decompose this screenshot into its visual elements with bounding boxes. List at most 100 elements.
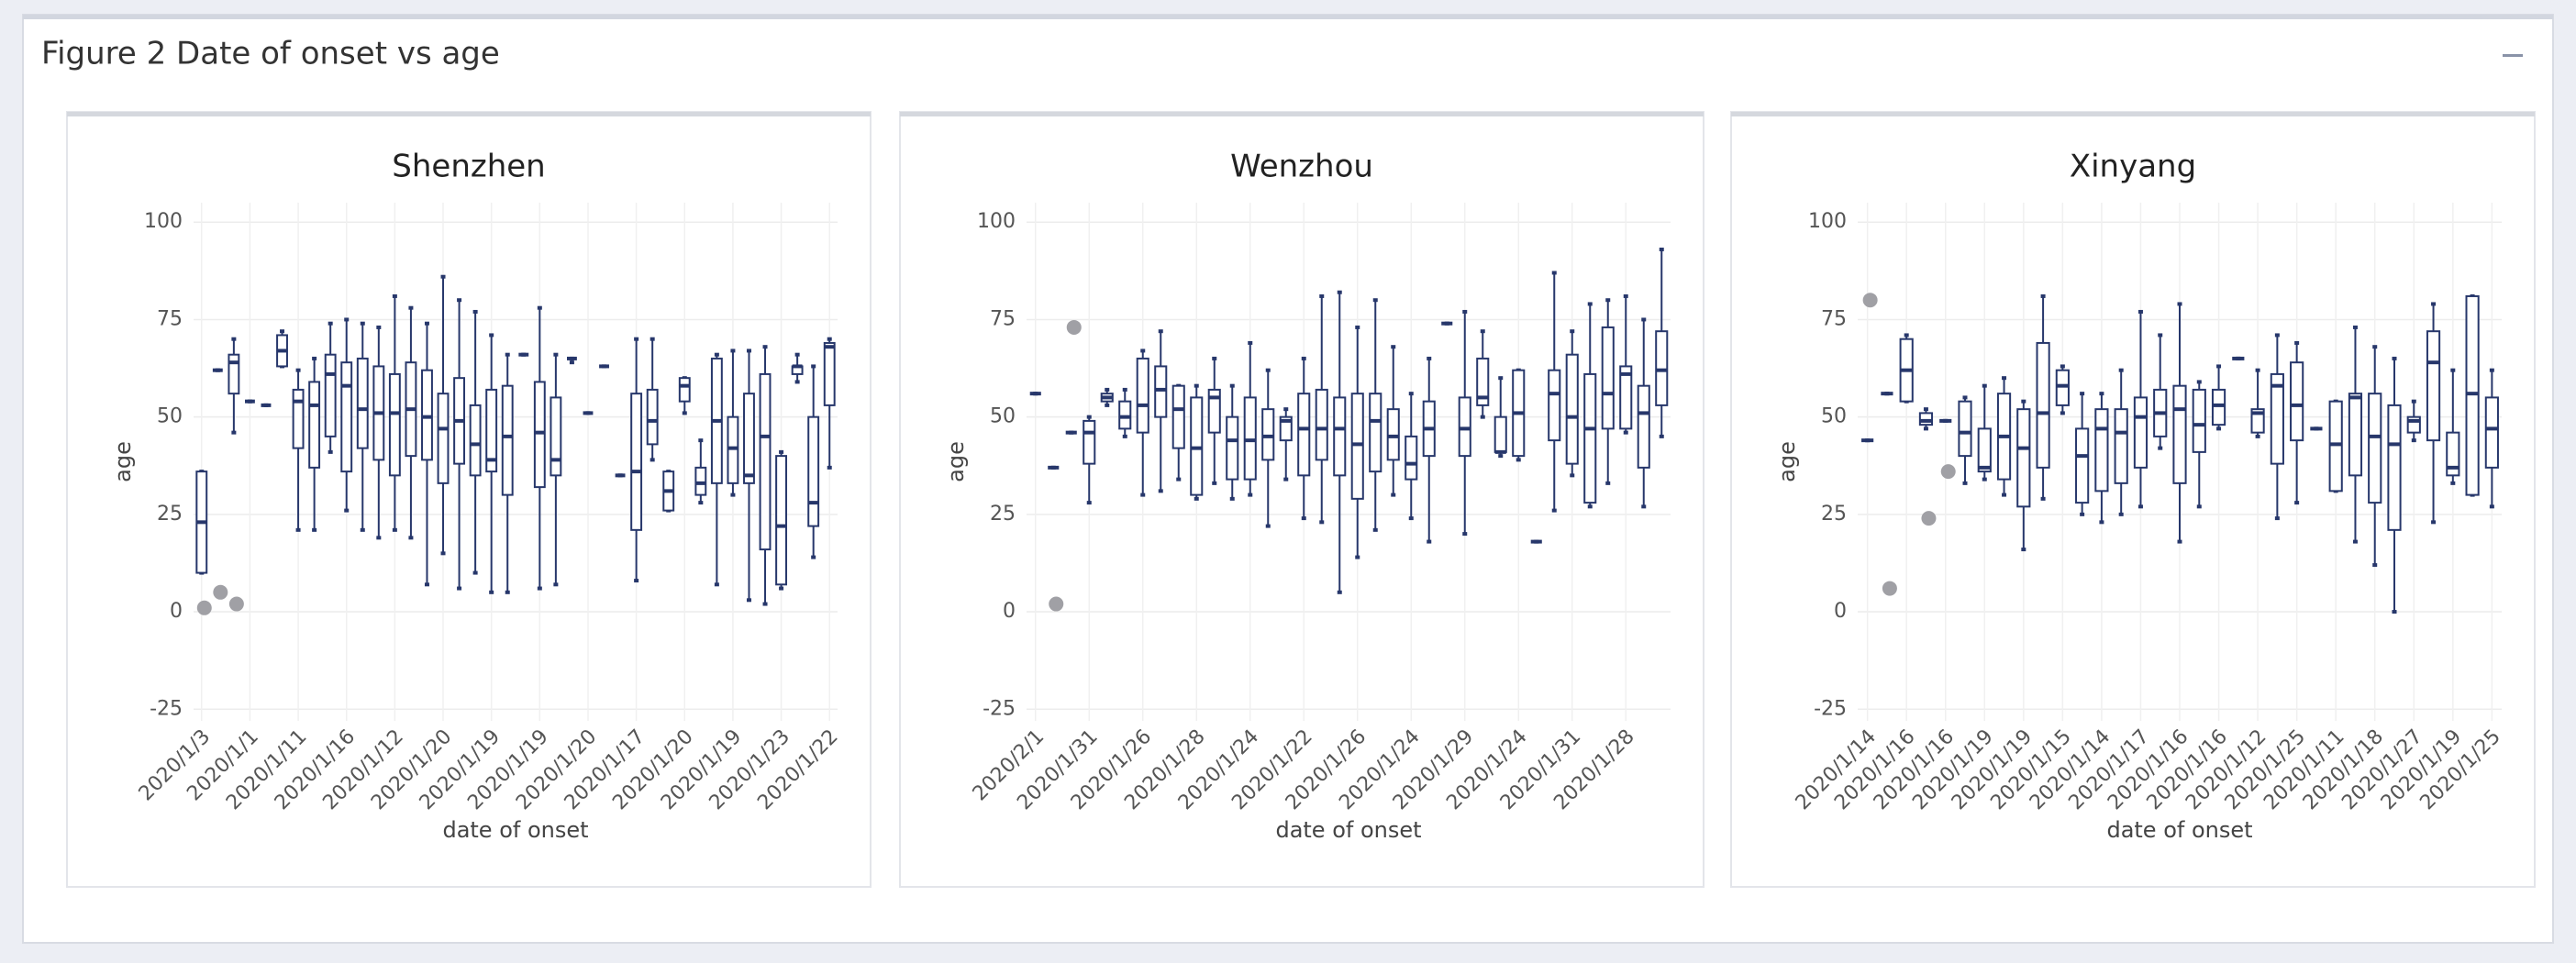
y-tick-label: 50 bbox=[990, 405, 1016, 428]
box bbox=[1154, 365, 1168, 418]
box bbox=[2114, 408, 2128, 484]
box bbox=[2211, 388, 2226, 426]
box bbox=[1207, 388, 1221, 434]
box bbox=[1548, 369, 1561, 442]
card-top-border bbox=[23, 15, 2553, 19]
box bbox=[2328, 400, 2343, 493]
panel-title: Wenzhou bbox=[1230, 149, 1373, 185]
y-tick-label: 25 bbox=[990, 503, 1016, 526]
box bbox=[2290, 361, 2304, 442]
y-tick-label: 100 bbox=[977, 210, 1016, 233]
box bbox=[694, 466, 707, 496]
box bbox=[1493, 415, 1507, 453]
box bbox=[1261, 408, 1275, 461]
box bbox=[2270, 372, 2284, 465]
box bbox=[1118, 400, 1132, 430]
box bbox=[1190, 396, 1204, 496]
y-tick-label: 100 bbox=[1808, 210, 1847, 233]
box bbox=[2075, 427, 2090, 504]
box bbox=[1083, 419, 1096, 465]
box bbox=[2446, 431, 2460, 477]
outlier bbox=[1940, 464, 1956, 480]
box bbox=[775, 455, 788, 586]
box bbox=[1565, 353, 1579, 465]
box bbox=[1918, 412, 1934, 426]
outlier bbox=[196, 600, 212, 615]
box bbox=[1655, 330, 1669, 406]
box bbox=[1243, 396, 1257, 481]
box bbox=[2172, 384, 2187, 484]
panel-title: Shenzhen bbox=[392, 149, 545, 185]
box bbox=[2055, 369, 2070, 406]
y-tick-label: 50 bbox=[1821, 405, 1847, 428]
box bbox=[2387, 404, 2402, 531]
box bbox=[2368, 393, 2382, 504]
box bbox=[2465, 294, 2480, 496]
box bbox=[2192, 388, 2206, 453]
box bbox=[1977, 427, 1992, 473]
box bbox=[807, 415, 820, 527]
box bbox=[2016, 408, 2031, 508]
box bbox=[388, 372, 401, 477]
outlier bbox=[1066, 319, 1082, 335]
box bbox=[727, 415, 739, 484]
x-axis-title: date of onset bbox=[2106, 817, 2252, 843]
panel-top-border bbox=[1731, 112, 2535, 116]
card-title: Figure 2 Date of onset vs age bbox=[41, 36, 500, 72]
box bbox=[421, 369, 433, 461]
box bbox=[501, 384, 514, 496]
box bbox=[1386, 408, 1400, 461]
box bbox=[1637, 384, 1650, 469]
y-tick-label: 25 bbox=[1821, 503, 1847, 526]
box bbox=[823, 341, 836, 406]
y-tick-label: 0 bbox=[170, 600, 183, 623]
box bbox=[1315, 388, 1328, 461]
y-tick-label: 0 bbox=[1834, 600, 1847, 623]
y-tick-label: -25 bbox=[1814, 697, 1847, 720]
y-tick-label: 75 bbox=[1821, 307, 1847, 330]
box bbox=[1476, 357, 1490, 406]
panel-bg bbox=[899, 111, 1704, 888]
outlier bbox=[1049, 596, 1064, 612]
box bbox=[743, 393, 755, 484]
box bbox=[2133, 396, 2149, 469]
box bbox=[646, 388, 659, 446]
y-tick-label: 25 bbox=[157, 503, 183, 526]
box bbox=[630, 393, 643, 531]
outlier bbox=[228, 596, 244, 612]
box bbox=[1405, 435, 1418, 481]
outlier bbox=[1882, 581, 1897, 596]
box bbox=[324, 353, 337, 437]
box bbox=[1226, 415, 1239, 481]
box bbox=[2250, 408, 2265, 434]
box bbox=[1369, 393, 1382, 473]
box bbox=[485, 388, 498, 473]
box bbox=[759, 372, 772, 551]
y-axis-title: age bbox=[943, 441, 969, 482]
box bbox=[292, 388, 305, 449]
outlier bbox=[213, 584, 228, 600]
box bbox=[340, 361, 353, 473]
box bbox=[2094, 408, 2109, 493]
outlier bbox=[1921, 511, 1937, 526]
box bbox=[678, 377, 691, 403]
box bbox=[533, 381, 546, 489]
box bbox=[1458, 396, 1471, 458]
box bbox=[437, 393, 450, 484]
panel-top-border bbox=[900, 112, 1704, 116]
y-tick-label: 100 bbox=[144, 210, 183, 233]
box bbox=[308, 381, 321, 469]
collapse-button[interactable] bbox=[2503, 54, 2523, 57]
y-tick-label: 50 bbox=[157, 405, 183, 428]
y-axis-title: age bbox=[1774, 441, 1800, 482]
box bbox=[2426, 330, 2441, 442]
box bbox=[1171, 384, 1185, 449]
y-tick-label: -25 bbox=[150, 697, 183, 720]
box bbox=[1619, 365, 1633, 430]
box bbox=[550, 396, 562, 477]
x-axis-title: date of onset bbox=[1275, 817, 1421, 843]
